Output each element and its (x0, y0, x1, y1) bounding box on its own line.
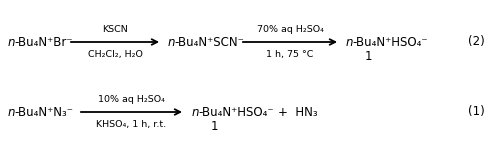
Text: n: n (8, 36, 16, 48)
Text: 1: 1 (210, 120, 218, 132)
Text: n: n (168, 36, 175, 48)
Text: 1: 1 (364, 50, 372, 63)
Text: n: n (192, 105, 200, 118)
Text: 70% aq H₂SO₄: 70% aq H₂SO₄ (256, 24, 324, 33)
Text: -Bu₄N⁺SCN⁻: -Bu₄N⁺SCN⁻ (174, 36, 244, 48)
Text: -Bu₄N⁺N₃⁻: -Bu₄N⁺N₃⁻ (14, 105, 73, 118)
Text: n: n (346, 36, 354, 48)
Text: KHSO₄, 1 h, r.t.: KHSO₄, 1 h, r.t. (96, 120, 166, 129)
Text: (2): (2) (468, 36, 484, 48)
Text: -Bu₄N⁺Br⁻: -Bu₄N⁺Br⁻ (14, 36, 72, 48)
Text: 1 h, 75 °C: 1 h, 75 °C (266, 51, 314, 60)
Text: -Bu₄N⁺HSO₄⁻: -Bu₄N⁺HSO₄⁻ (352, 36, 428, 48)
Text: n: n (8, 105, 16, 118)
Text: CH₂Cl₂, H₂O: CH₂Cl₂, H₂O (88, 51, 142, 60)
Text: -Bu₄N⁺HSO₄⁻: -Bu₄N⁺HSO₄⁻ (198, 105, 274, 118)
Text: (1): (1) (468, 105, 484, 118)
Text: KSCN: KSCN (102, 24, 128, 33)
Text: 10% aq H₂SO₄: 10% aq H₂SO₄ (98, 94, 165, 103)
Text: +  HN₃: + HN₃ (278, 105, 318, 118)
